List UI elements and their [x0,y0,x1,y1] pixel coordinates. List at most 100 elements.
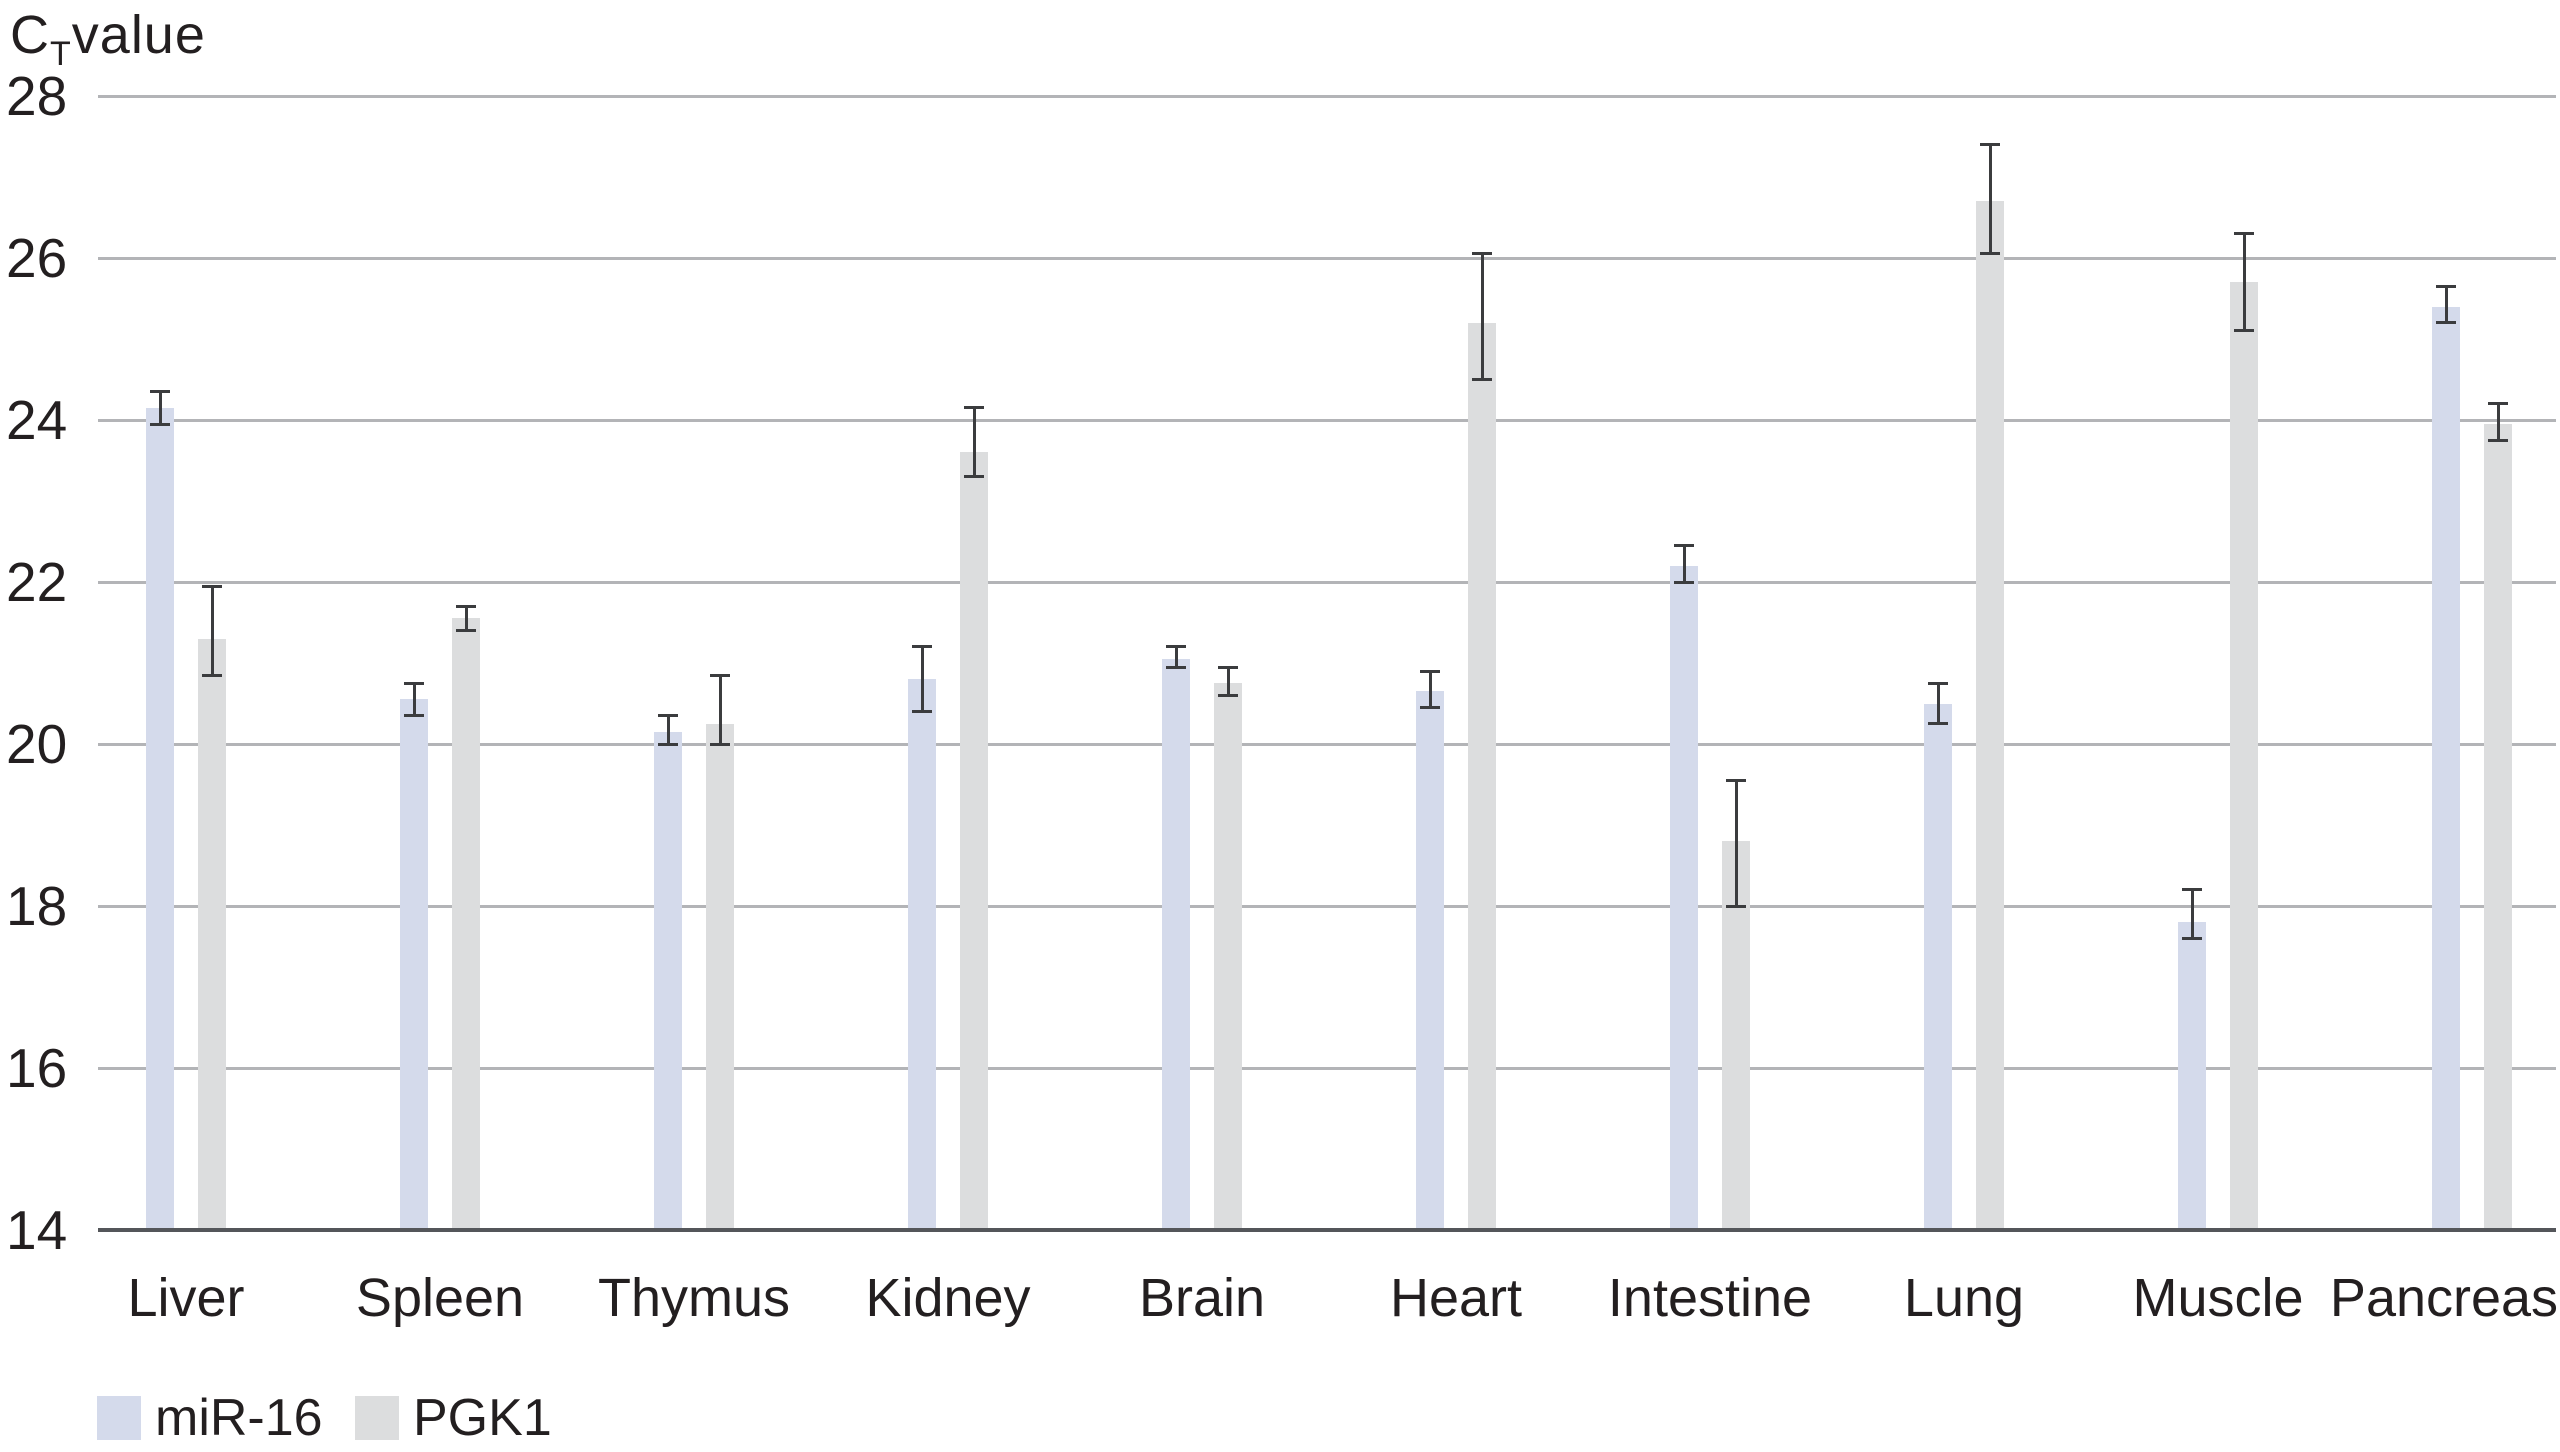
error-cap-low-PGK1-heart [1472,378,1492,381]
error-bar-miR-16-spleen [412,683,416,716]
y-tick-label-20: 20 [6,713,68,775]
error-cap-low-PGK1-intestine [1726,904,1746,908]
error-bar-PGK1-brain [1226,667,1230,696]
error-cap-high-miR-16-brain [1166,645,1186,649]
error-cap-low-PGK1-thymus [710,742,730,746]
error-bar-PGK1-liver [210,586,214,676]
y-tick-label-28: 28 [6,65,68,127]
y-tick-label-22: 22 [6,551,68,613]
error-bar-miR-16-heart [1428,671,1432,708]
x-label-pancreas: Pancreas [2329,1268,2559,1328]
gridline-28 [98,94,2556,98]
bar-PGK1-thymus [706,723,734,1230]
error-cap-high-PGK1-thymus [710,673,730,677]
error-bar-PGK1-muscle [2242,233,2246,331]
x-label-brain: Brain [1138,1268,1266,1328]
bar-miR-16-heart [1416,691,1444,1230]
legend-item-mir-16: miR-16 [97,1392,323,1444]
error-bar-miR-16-pancreas [2444,286,2448,323]
error-cap-high-PGK1-lung [1980,143,2000,147]
gridline-22 [98,580,2556,584]
error-bar-PGK1-thymus [718,675,722,744]
error-bar-miR-16-muscle [2190,889,2194,939]
y-axis-title-suffix: value [71,5,206,65]
error-bar-PGK1-pancreas [2496,403,2500,441]
bar-miR-16-lung [1924,703,1952,1230]
error-cap-high-PGK1-heart [1472,252,1492,256]
legend-label-mir-16: miR-16 [155,1389,323,1447]
error-cap-high-miR-16-heart [1420,669,1440,673]
x-label-lung: Lung [1903,1268,2025,1328]
y-tick-label-18: 18 [6,875,68,937]
error-bar-miR-16-kidney [920,646,924,712]
bar-miR-16-kidney [908,679,936,1230]
bar-PGK1-kidney [960,452,988,1230]
y-tick-label-14: 14 [6,1199,68,1261]
x-label-muscle: Muscle [2132,1268,2304,1328]
error-cap-high-miR-16-intestine [1674,544,1694,548]
error-cap-high-miR-16-kidney [912,645,932,649]
gridline-20 [98,742,2556,746]
error-bar-miR-16-liver [158,391,162,425]
error-cap-low-miR-16-heart [1420,706,1440,710]
legend-swatch-mir-16 [97,1396,141,1440]
error-cap-high-PGK1-pancreas [2488,402,2508,406]
gridline-24 [98,418,2556,422]
y-axis-title-prefix: C [10,5,50,65]
bar-PGK1-lung [1976,201,2004,1230]
bar-miR-16-intestine [1670,565,1698,1230]
error-cap-high-PGK1-brain [1218,665,1238,669]
error-cap-low-miR-16-spleen [404,714,424,718]
error-bar-miR-16-lung [1936,683,1940,724]
x-axis-line [98,1228,2556,1232]
error-bar-PGK1-lung [1988,144,1992,254]
error-cap-high-miR-16-thymus [658,714,678,718]
error-cap-low-miR-16-liver [150,422,170,426]
error-bar-miR-16-intestine [1682,545,1686,582]
error-cap-low-miR-16-lung [1928,722,1948,726]
x-label-thymus: Thymus [597,1268,791,1328]
y-axis-title-subscript: T [50,34,72,73]
error-cap-low-PGK1-muscle [2234,329,2254,333]
error-cap-low-PGK1-kidney [964,475,984,479]
x-label-intestine: Intestine [1607,1268,1813,1328]
y-tick-label-24: 24 [6,389,68,451]
y-axis-title: CTvalue [10,4,206,71]
error-cap-low-miR-16-intestine [1674,580,1694,584]
bar-PGK1-heart [1468,322,1496,1230]
error-cap-high-miR-16-spleen [404,681,424,685]
bar-PGK1-spleen [452,618,480,1230]
y-tick-label-26: 26 [6,227,68,289]
error-cap-low-miR-16-brain [1166,665,1186,669]
error-cap-low-miR-16-kidney [912,710,932,714]
error-bar-PGK1-spleen [464,606,468,631]
bar-PGK1-muscle [2230,282,2258,1230]
error-cap-low-miR-16-pancreas [2436,321,2456,325]
error-cap-low-PGK1-spleen [456,629,476,633]
error-cap-high-miR-16-muscle [2182,888,2202,892]
bar-PGK1-brain [1214,683,1242,1230]
error-cap-high-PGK1-spleen [456,604,476,608]
bar-miR-16-muscle [2178,922,2206,1230]
bar-PGK1-pancreas [2484,424,2512,1230]
bar-miR-16-liver [146,407,174,1230]
gridline-26 [98,256,2556,260]
error-cap-low-PGK1-pancreas [2488,438,2508,442]
error-cap-high-miR-16-pancreas [2436,284,2456,288]
error-cap-high-miR-16-liver [150,390,170,394]
error-bar-PGK1-intestine [1734,780,1738,906]
error-bar-PGK1-heart [1480,253,1484,380]
x-label-kidney: Kidney [865,1268,1031,1328]
bar-PGK1-liver [198,638,226,1230]
gridline-16 [98,1066,2556,1070]
error-cap-low-PGK1-brain [1218,693,1238,697]
error-cap-high-PGK1-kidney [964,406,984,410]
error-bar-miR-16-brain [1174,646,1178,668]
y-tick-label-16: 16 [6,1037,68,1099]
legend-swatch-pgk1 [355,1396,399,1440]
bar-miR-16-brain [1162,658,1190,1230]
error-cap-high-PGK1-liver [202,584,222,588]
legend-item-pgk1: PGK1 [355,1392,552,1444]
bar-miR-16-spleen [400,699,428,1230]
